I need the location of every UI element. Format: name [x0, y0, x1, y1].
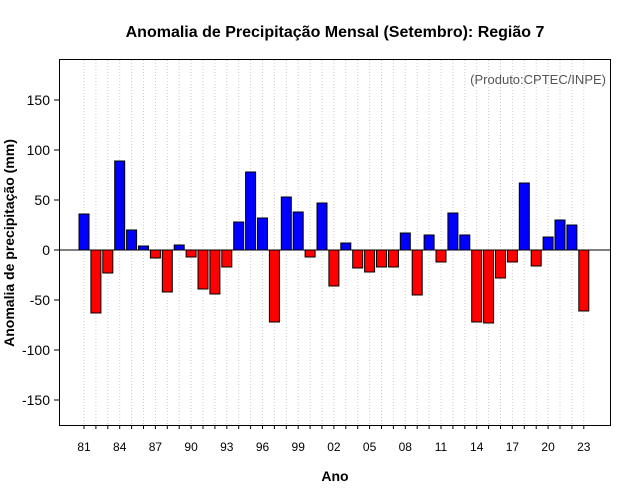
bar-10 [423, 234, 435, 251]
credit-annotation: (Produto:CPTEC/INPE) [470, 72, 606, 87]
bar-22 [566, 224, 578, 251]
bar-14 [471, 249, 483, 323]
y-tick-label: 50 [34, 192, 50, 208]
y-axis: -150 -100 -50 0 50 100 150 [22, 92, 60, 408]
x-tick-label: 17 [506, 440, 520, 454]
bar-17 [506, 249, 518, 263]
x-tick-label: 14 [470, 440, 484, 454]
bar-96 [257, 217, 268, 251]
bar-95 [245, 171, 257, 251]
bar-02 [328, 249, 340, 287]
bar-13 [459, 234, 471, 251]
bar-01 [316, 202, 328, 251]
x-tick-label: 05 [363, 440, 377, 454]
bar-00 [304, 249, 316, 258]
bar-94 [233, 221, 245, 251]
chart-title: Anomalia de Precipitação Mensal (Setembr… [126, 24, 545, 41]
y-tick-label: 150 [27, 92, 51, 108]
y-tick-label: -150 [22, 392, 50, 408]
bar-19 [530, 249, 542, 267]
x-tick-label: 11 [435, 440, 448, 454]
x-tick-label: 93 [220, 440, 234, 454]
bar-04 [352, 249, 364, 269]
x-axis: 81 84 87 90 93 96 99 02 05 08 11 14 17 20 23 [77, 425, 591, 454]
bar-98 [280, 196, 292, 251]
bar-87 [149, 249, 161, 259]
bar-09 [411, 249, 423, 296]
bar-93 [221, 249, 233, 268]
bar-89 [173, 244, 185, 251]
bar-82 [90, 249, 102, 314]
y-tick-label: 0 [42, 242, 50, 258]
bar-97 [268, 249, 280, 323]
bar-21 [554, 219, 566, 251]
y-tick-label: 100 [27, 142, 51, 158]
bar-85 [126, 229, 138, 251]
bar-91 [197, 249, 209, 290]
bar-23 [578, 249, 590, 312]
x-tick-label: 87 [149, 440, 163, 454]
y-axis-label: Anomalia de precipitação (mm) [1, 139, 17, 347]
x-tick-label: 90 [184, 440, 198, 454]
bar-03 [340, 242, 352, 251]
bar-90 [185, 249, 197, 258]
bar-99 [292, 211, 304, 251]
y-tick-label: -50 [30, 292, 50, 308]
bars-layer [78, 160, 590, 324]
bar-18 [518, 182, 530, 251]
bar-08 [399, 232, 411, 251]
bar-20 [542, 236, 554, 251]
bar-84 [114, 160, 126, 251]
bar-11 [435, 249, 447, 263]
x-tick-label: 81 [77, 440, 91, 454]
bar-86 [138, 245, 149, 251]
x-tick-label: 23 [577, 440, 591, 454]
grid-layer [83, 60, 585, 425]
bar-16 [495, 249, 506, 279]
x-tick-label: 96 [256, 440, 270, 454]
bar-05 [364, 249, 376, 273]
bar-07 [387, 249, 399, 268]
bar-81 [78, 213, 90, 251]
x-tick-label: 99 [292, 440, 306, 454]
plot-frame [59, 59, 611, 426]
bar-06 [376, 249, 387, 268]
x-tick-label: 02 [327, 440, 341, 454]
y-tick-label: -100 [22, 342, 50, 358]
x-tick-label: 08 [399, 440, 413, 454]
x-tick-label: 84 [113, 440, 127, 454]
bar-12 [447, 212, 459, 251]
bar-88 [161, 249, 173, 293]
bar-15 [483, 249, 495, 324]
x-tick-label: 20 [541, 440, 555, 454]
bar-83 [102, 249, 114, 274]
x-axis-label: Ano [321, 468, 348, 484]
bar-92 [209, 249, 221, 295]
